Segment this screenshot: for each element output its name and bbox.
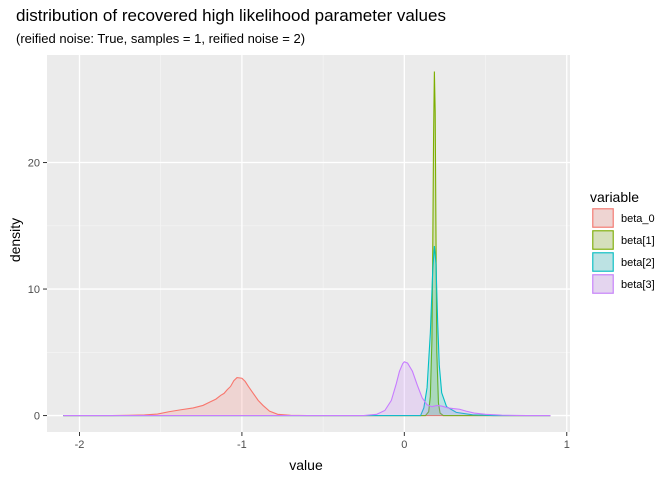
x-tick-label: 0 bbox=[401, 439, 407, 451]
y-tick-label: 20 bbox=[28, 158, 40, 170]
chart-subtitle: (reified noise: True, samples = 1, reifi… bbox=[16, 31, 305, 46]
legend-title: variable bbox=[590, 189, 639, 205]
plot-panel bbox=[47, 55, 570, 432]
y-axis: 0 10 20 bbox=[28, 158, 47, 423]
legend-key-bg bbox=[592, 208, 614, 228]
y-tick-label: 10 bbox=[28, 284, 40, 296]
density-line-beta-3 bbox=[63, 361, 551, 417]
legend-key-bg bbox=[592, 230, 614, 250]
legend-key-beta-2 bbox=[592, 252, 614, 272]
minor-gridlines bbox=[47, 55, 570, 432]
density-series bbox=[63, 71, 551, 417]
x-tick-label: 1 bbox=[564, 439, 570, 451]
density-line-beta-0 bbox=[63, 377, 551, 417]
x-axis: -2 -1 0 1 bbox=[75, 432, 570, 451]
legend-label-beta-1: beta[1] bbox=[621, 235, 655, 247]
legend-key-bg bbox=[592, 274, 614, 294]
y-tick-label: 0 bbox=[34, 411, 40, 423]
legend-label-beta-0: beta_0 bbox=[621, 213, 655, 225]
legend: variable beta_0 beta[1] beta[2] beta[3] bbox=[590, 189, 655, 294]
density-line-beta-1 bbox=[63, 71, 551, 417]
legend-key-bg bbox=[592, 252, 614, 272]
legend-label-beta-2: beta[2] bbox=[621, 257, 655, 269]
legend-key-beta-0 bbox=[592, 208, 614, 228]
legend-key-beta-3 bbox=[592, 274, 614, 294]
legend-key-beta-1 bbox=[592, 230, 614, 250]
density-fill-beta-2 bbox=[63, 246, 551, 416]
legend-label-beta-3: beta[3] bbox=[621, 279, 655, 291]
chart-title: distribution of recovered high likelihoo… bbox=[16, 6, 446, 25]
density-line-beta-2 bbox=[63, 245, 551, 417]
x-axis-title: value bbox=[289, 457, 323, 473]
x-tick-label: -1 bbox=[237, 439, 247, 451]
x-tick-label: -2 bbox=[75, 439, 85, 451]
y-axis-title: density bbox=[7, 218, 23, 262]
